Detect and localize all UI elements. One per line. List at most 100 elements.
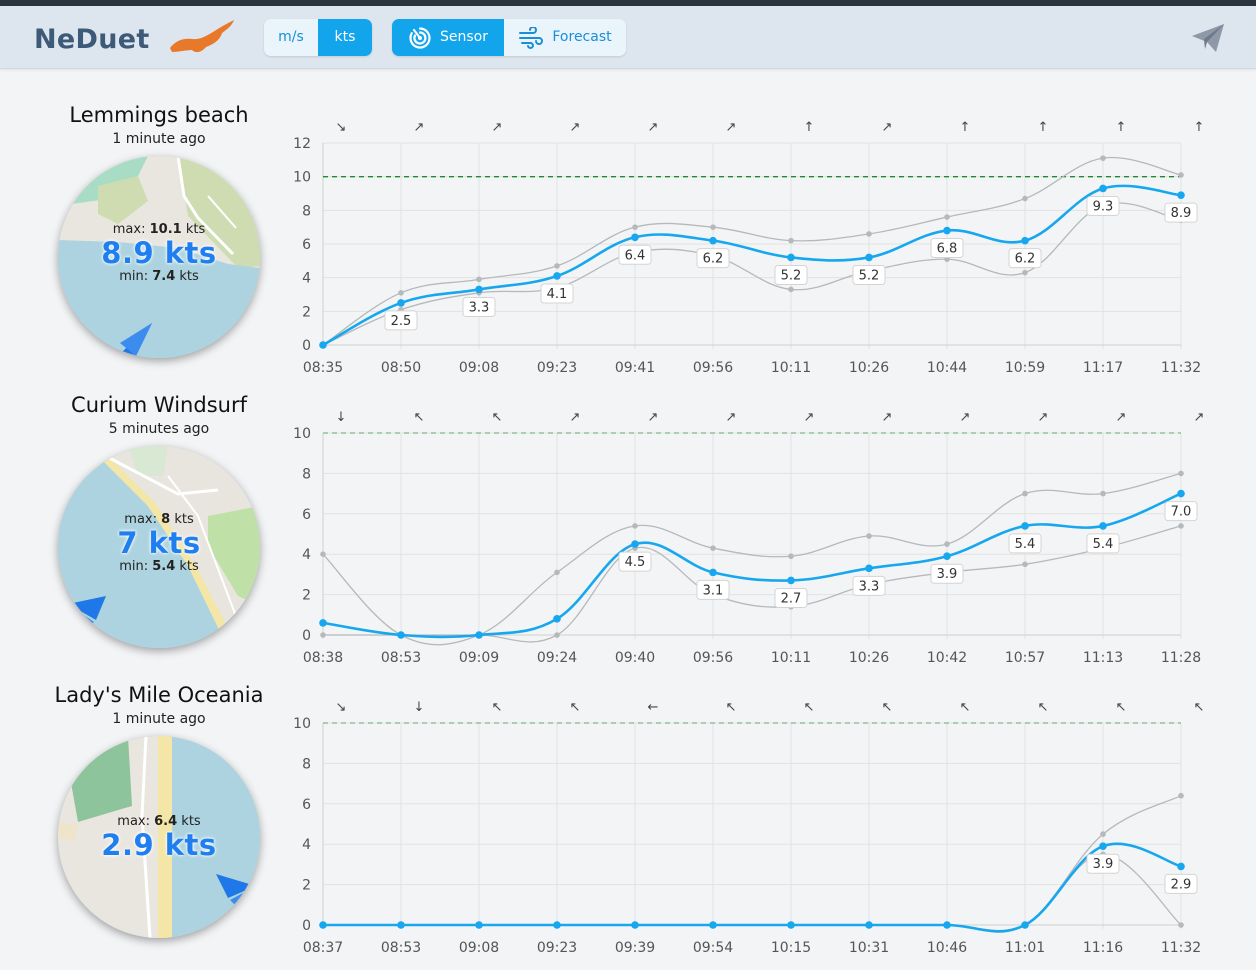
min-series-line <box>323 525 1182 643</box>
data-label-text: 3.3 <box>859 579 880 594</box>
data-label-text: 6.2 <box>703 252 724 267</box>
data-label-text: 9.3 <box>1093 199 1114 214</box>
unit-kts-button[interactable]: kts <box>318 19 372 56</box>
envelope-point <box>1100 831 1106 837</box>
wind-direction-arrow: ↖ <box>960 700 971 715</box>
data-point <box>943 921 951 929</box>
y-tick-label: 8 <box>302 756 311 772</box>
wind-direction-arrow: ↖ <box>726 700 737 715</box>
station-updated: 5 minutes ago <box>108 421 210 437</box>
x-tick-label: 10:15 <box>771 940 811 956</box>
wind-direction-arrow: ↑ <box>1116 120 1127 135</box>
data-label-text: 4.5 <box>625 555 646 570</box>
data-label-text: 3.9 <box>1093 857 1114 872</box>
brand-logo[interactable]: NeDuet <box>34 24 150 55</box>
x-tick-label: 11:17 <box>1083 360 1123 376</box>
envelope-point <box>320 551 326 557</box>
station-updated: 1 minute ago <box>112 131 206 147</box>
data-point <box>709 921 717 929</box>
paper-plane-icon[interactable] <box>1190 22 1226 54</box>
data-point <box>475 921 483 929</box>
x-tick-label: 08:53 <box>381 650 421 666</box>
data-label-text: 3.1 <box>703 583 724 598</box>
data-point <box>865 253 873 262</box>
sensor-button[interactable]: Sensor <box>392 19 504 56</box>
data-point <box>943 552 951 561</box>
data-label-box <box>696 248 730 269</box>
station-name[interactable]: Lady's Mile Oceania <box>54 683 264 707</box>
wind-direction-arrow: ↖ <box>882 700 893 715</box>
wind-chart[interactable]: 0 2 4 6 8 10 08:37 08:53 09:08 09:23 09:39 09:54 10:… <box>286 680 1216 970</box>
data-point <box>1177 191 1185 199</box>
unit-ms-button[interactable]: m/s <box>264 19 318 56</box>
data-label-text: 2.9 <box>1171 877 1192 892</box>
x-tick-label: 09:23 <box>537 360 577 376</box>
data-label-text: 8.9 <box>1171 206 1192 221</box>
x-tick-label: 10:26 <box>849 650 889 666</box>
wind-chart[interactable]: 0 2 4 6 8 10 12 08:35 08:50 09:08 09:23 09:41 09:56 1… <box>286 100 1216 390</box>
x-tick-label: 09:56 <box>693 650 733 666</box>
y-tick-label: 0 <box>302 918 311 934</box>
y-tick-label: 2 <box>302 304 311 320</box>
wind-direction-arrow: ↗ <box>804 410 815 425</box>
data-label: 6.4 <box>618 244 652 265</box>
envelope-point <box>398 290 404 296</box>
max-label: max: <box>112 222 146 237</box>
data-label-box <box>930 238 964 259</box>
wind-direction-arrow: ↗ <box>726 410 737 425</box>
x-tick-label: 10:26 <box>849 360 889 376</box>
envelope-point <box>554 263 560 269</box>
wind-chart[interactable]: 0 2 4 6 8 10 08:38 08:53 09:09 09:24 09:40 09:56 10:… <box>286 390 1216 680</box>
data-label-box <box>1086 195 1120 216</box>
data-label: 6.2 <box>1008 248 1042 269</box>
data-point <box>1177 489 1185 498</box>
sensor-label: Sensor <box>440 29 488 45</box>
y-tick-label: 4 <box>302 271 311 287</box>
data-label: 5.4 <box>1086 533 1120 554</box>
cyprus-flag-icon <box>170 20 234 53</box>
data-label: 4.5 <box>618 551 652 572</box>
y-tick-label: 8 <box>302 466 311 482</box>
data-point <box>631 540 639 548</box>
data-point <box>787 921 795 929</box>
envelope-point <box>944 541 950 547</box>
data-point <box>1021 522 1029 530</box>
data-label: 3.3 <box>852 575 886 596</box>
data-point <box>1099 522 1107 530</box>
avg-series-line <box>322 492 1182 639</box>
station-name[interactable]: Curium Windsurf <box>71 393 247 417</box>
avg-series-line <box>322 184 1182 347</box>
station-panel: Lemmings beach 1 minute ago max: 10.1 kt… <box>0 100 1256 390</box>
x-tick-label: 08:37 <box>303 940 343 956</box>
envelope-point <box>710 545 716 551</box>
data-point <box>553 921 561 929</box>
wind-direction-arrow: ↗ <box>570 120 581 135</box>
wind-dial: max: 8 kts 7 kts min: 5.4 kts <box>58 446 260 648</box>
max-value: 6.4 <box>154 814 178 829</box>
x-tick-label: 08:35 <box>303 360 343 376</box>
station-name[interactable]: Lemmings beach <box>69 103 249 127</box>
max-unit: kts <box>174 512 194 527</box>
envelope-point <box>1100 490 1106 497</box>
data-point <box>787 576 795 585</box>
data-label-text: 5.2 <box>859 268 880 283</box>
data-label: 3.1 <box>696 579 730 600</box>
data-point <box>319 619 327 627</box>
wind-direction-arrow: ↗ <box>570 410 581 425</box>
data-label-box <box>540 283 574 304</box>
y-tick-label: 6 <box>302 797 311 813</box>
y-tick-label: 12 <box>293 136 311 152</box>
data-label-box <box>1164 202 1198 223</box>
forecast-button[interactable]: Forecast <box>504 19 626 56</box>
y-tick-label: 2 <box>302 878 311 894</box>
max-reading: max: 8 kts <box>58 512 260 527</box>
map-background <box>58 156 260 358</box>
envelope-point <box>1022 490 1028 497</box>
max-value: 8 <box>161 512 171 527</box>
current-speed: 8.9 kts <box>101 236 217 270</box>
max-series-line <box>322 156 1182 346</box>
min-reading: min: 5.4 kts <box>58 559 260 574</box>
envelope-point <box>632 224 638 230</box>
y-tick-label: 4 <box>302 837 311 853</box>
envelope-point <box>710 224 716 230</box>
